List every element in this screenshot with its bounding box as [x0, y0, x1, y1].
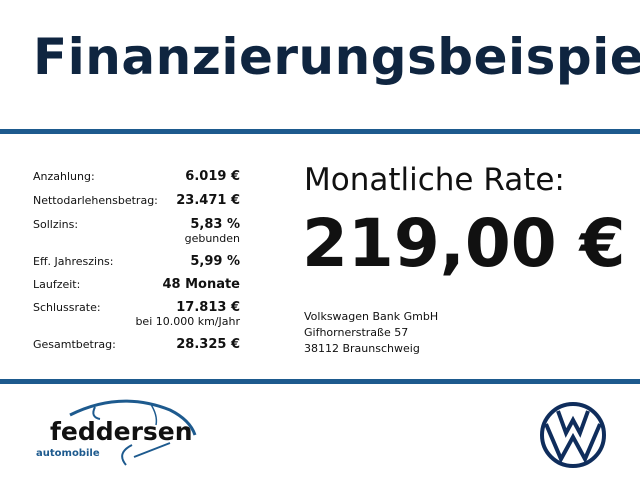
dealer-sub: automobile	[36, 448, 100, 459]
bank-name: Volkswagen Bank GmbH	[304, 310, 439, 323]
value: 23.471 €	[176, 193, 240, 208]
label: Anzahlung:	[33, 170, 95, 183]
bottom-divider	[0, 379, 640, 384]
value: 5,83 %	[190, 217, 240, 232]
top-divider	[0, 129, 640, 134]
bank-city: 38112 Braunschweig	[304, 342, 420, 355]
value: 28.325 €	[176, 337, 240, 352]
bank-street: Gifhornerstraße 57	[304, 326, 409, 339]
note: gebunden	[184, 232, 240, 245]
value: 48 Monate	[162, 277, 240, 292]
label: Nettodarlehensbetrag:	[33, 194, 158, 207]
label: Gesamtbetrag:	[33, 338, 116, 351]
value: 6.019 €	[185, 169, 240, 184]
dealer-name: feddersen	[50, 417, 193, 446]
label: Schlussrate:	[33, 301, 101, 314]
monthly-rate-value: 219,00 €	[302, 205, 626, 282]
vw-logo	[540, 402, 606, 468]
label: Sollzins:	[33, 218, 79, 231]
value: 17.813 €	[176, 300, 240, 315]
label: Laufzeit:	[33, 278, 81, 291]
dealer-logo: feddersen automobile	[36, 399, 197, 466]
monthly-rate-label: Monatliche Rate:	[304, 162, 565, 198]
value: 5,99 %	[190, 254, 240, 269]
note: bei 10.000 km/Jahr	[135, 315, 240, 328]
label: Eff. Jahreszins:	[33, 255, 114, 268]
page-title: Finanzierungsbeispiel	[33, 28, 640, 86]
